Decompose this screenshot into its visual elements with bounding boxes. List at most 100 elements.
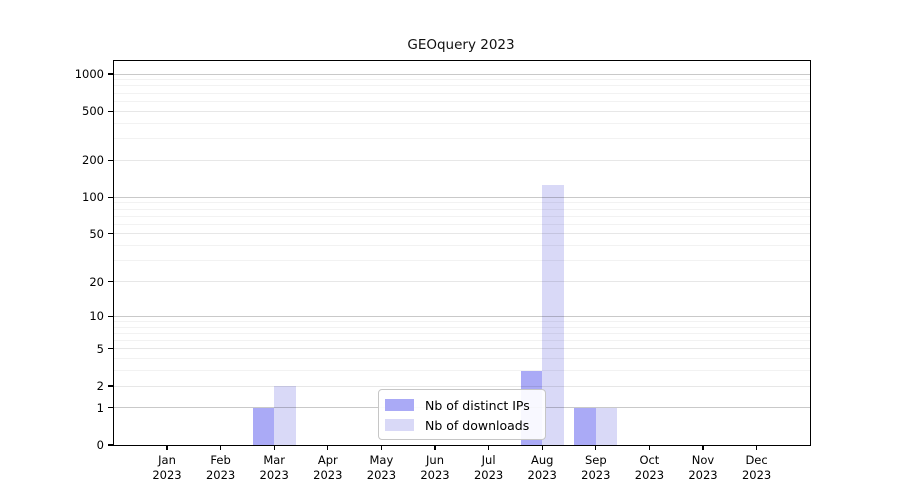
minor-gridline-900 — [114, 79, 810, 81]
x-tick-mar — [273, 445, 275, 450]
x-tick-sep — [595, 445, 597, 450]
minor-gridline-8 — [114, 326, 810, 328]
y-tick-100 — [108, 196, 113, 198]
gridline-20 — [114, 281, 810, 282]
x-tick-nov — [702, 445, 704, 450]
x-tick-month: Oct — [639, 453, 660, 467]
x-tick-year: 2023 — [152, 467, 182, 482]
y-tick-10 — [108, 315, 113, 317]
y-tick-20 — [108, 280, 113, 283]
legend: Nb of distinct IPs Nb of downloads — [378, 389, 546, 440]
y-tick-0 — [108, 444, 113, 446]
bar-distinct-ips-mar — [252, 407, 275, 445]
gridline-50 — [114, 233, 810, 235]
y-tick-200 — [108, 159, 113, 161]
bar-downloads-sep — [595, 407, 618, 445]
y-tick-2 — [108, 385, 113, 387]
y-tick-label-1: 1 — [96, 400, 104, 415]
gridline-5 — [114, 348, 810, 350]
minor-gridline-9 — [114, 320, 810, 322]
gridline-200 — [114, 159, 810, 161]
x-tick-label-dec: Dec 2023 — [727, 453, 787, 482]
legend-label-distinct-ips: Nb of distinct IPs — [425, 397, 530, 413]
minor-gridline-40 — [114, 245, 810, 247]
chart-title: GEOquery 2023 — [407, 37, 515, 53]
x-tick-month: Nov — [691, 453, 715, 467]
bar-distinct-ips-sep — [574, 407, 596, 445]
gridline-2 — [114, 385, 810, 387]
y-tick-label-200: 200 — [82, 153, 104, 168]
x-tick-month: Sep — [584, 453, 607, 467]
minor-gridline-3 — [114, 370, 810, 372]
x-tick-label-sep: Sep 2023 — [566, 453, 626, 482]
legend-swatch-distinct-ips — [385, 399, 414, 411]
x-tick-label-feb: Feb 2023 — [191, 453, 251, 482]
y-tick-label-50: 50 — [89, 226, 104, 241]
x-tick-year: 2023 — [688, 467, 718, 482]
x-tick-dec — [756, 445, 758, 450]
x-tick-jun — [434, 445, 436, 450]
gridline-100 — [114, 196, 810, 198]
y-tick-1 — [108, 407, 113, 409]
x-tick-year: 2023 — [366, 467, 397, 482]
legend-swatch-downloads — [385, 419, 414, 431]
gridline-10 — [114, 315, 810, 317]
bar-downloads-aug — [542, 185, 564, 445]
x-tick-label-oct: Oct 2023 — [619, 453, 679, 482]
y-tick-label-5: 5 — [96, 341, 104, 356]
x-tick-year: 2023 — [259, 467, 289, 482]
minor-gridline-60 — [114, 223, 810, 225]
x-tick-year: 2023 — [741, 467, 772, 482]
minor-gridline-7 — [114, 332, 810, 334]
x-tick-month: Feb — [210, 453, 231, 467]
minor-gridline-400 — [114, 122, 810, 124]
minor-gridline-90 — [114, 202, 810, 204]
plot-area: Nb of distinct IPs Nb of downloads 0 1 2 5 1… — [75, 60, 811, 482]
y-tick-5 — [108, 348, 113, 350]
x-tick-label-nov: Nov 2023 — [673, 453, 733, 482]
x-tick-label-mar: Mar 2023 — [244, 453, 304, 482]
y-tick-label-100: 100 — [82, 190, 104, 205]
y-tick-label-500: 500 — [82, 104, 104, 119]
minor-gridline-6 — [114, 340, 810, 341]
y-tick-label-10: 10 — [89, 309, 104, 324]
x-tick-month: Mar — [263, 453, 286, 467]
y-tick-1000 — [108, 73, 113, 75]
x-tick-label-jun: Jun 2023 — [405, 453, 465, 482]
y-tick-label-20: 20 — [89, 274, 104, 289]
x-tick-month: Jul — [481, 453, 496, 467]
y-tick-label-2: 2 — [96, 379, 104, 393]
x-tick-month: May — [369, 453, 394, 467]
legend-item-distinct-ips: Nb of distinct IPs — [385, 396, 539, 414]
minor-gridline-30 — [114, 260, 810, 262]
x-tick-month: Jun — [426, 453, 444, 467]
x-tick-year: 2023 — [420, 467, 450, 482]
x-tick-year: 2023 — [473, 467, 504, 482]
x-tick-may — [380, 445, 382, 450]
y-tick-500 — [108, 110, 113, 112]
x-tick-label-may: May 2023 — [351, 453, 411, 482]
minor-gridline-4 — [114, 358, 810, 360]
y-tick-label-1000: 1000 — [74, 67, 104, 81]
x-tick-year: 2023 — [527, 467, 557, 482]
gridline-500 — [114, 110, 810, 112]
x-tick-month: Apr — [317, 453, 338, 467]
x-tick-label-jan: Jan 2023 — [137, 453, 197, 482]
x-tick-jan — [166, 445, 168, 450]
x-tick-month: Jan — [158, 453, 176, 467]
x-tick-year: 2023 — [634, 467, 665, 482]
x-tick-jul — [488, 445, 490, 450]
x-tick-label-aug: Aug 2023 — [512, 453, 572, 482]
gridline-1000 — [114, 73, 810, 75]
x-tick-year: 2023 — [581, 467, 611, 482]
x-tick-year: 2023 — [313, 467, 343, 482]
x-tick-month: Dec — [745, 453, 768, 467]
minor-gridline-700 — [114, 92, 810, 94]
x-tick-year: 2023 — [205, 467, 236, 482]
x-tick-oct — [648, 445, 650, 450]
bar-downloads-mar — [274, 386, 296, 445]
minor-gridline-300 — [114, 138, 810, 140]
x-tick-month: Aug — [530, 453, 554, 467]
minor-gridline-80 — [114, 208, 810, 210]
